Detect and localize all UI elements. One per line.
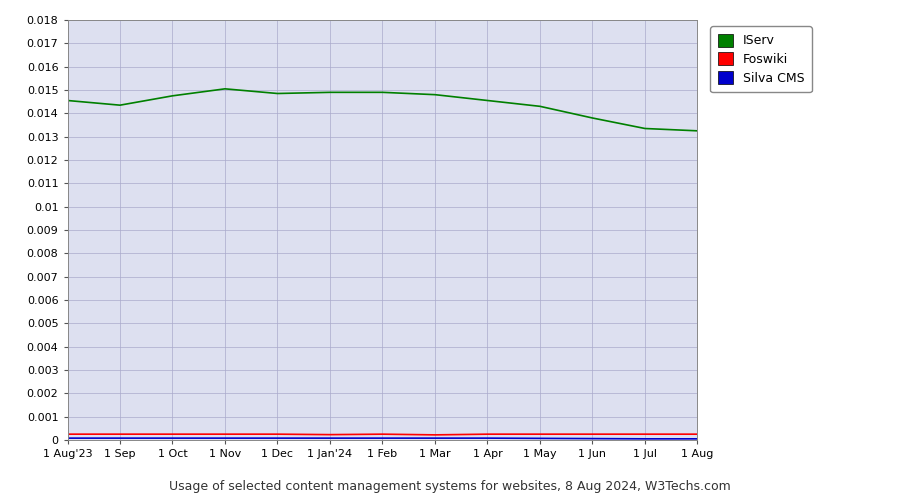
Silva CMS: [535, 436, 545, 442]
Silva CMS: [429, 435, 440, 441]
Legend: IServ, Foswiki, Silva CMS: IServ, Foswiki, Silva CMS: [710, 26, 812, 92]
IServ: [535, 104, 545, 110]
Foswiki: [692, 431, 703, 437]
IServ: [114, 102, 125, 108]
Foswiki: [325, 432, 336, 438]
Foswiki: [167, 431, 178, 437]
IServ: [377, 90, 388, 96]
Foswiki: [272, 431, 283, 437]
Foswiki: [535, 431, 545, 437]
Text: Usage of selected content management systems for websites, 8 Aug 2024, W3Techs.c: Usage of selected content management sys…: [169, 480, 731, 493]
Foswiki: [377, 431, 388, 437]
IServ: [587, 115, 598, 121]
Line: IServ: IServ: [68, 89, 698, 131]
Silva CMS: [62, 435, 73, 441]
IServ: [272, 90, 283, 96]
Foswiki: [114, 431, 125, 437]
IServ: [482, 98, 493, 103]
Silva CMS: [114, 435, 125, 441]
Silva CMS: [325, 435, 336, 441]
IServ: [220, 86, 230, 92]
IServ: [429, 92, 440, 98]
IServ: [167, 93, 178, 99]
Silva CMS: [220, 435, 230, 441]
Foswiki: [62, 431, 73, 437]
Silva CMS: [377, 435, 388, 441]
Foswiki: [429, 432, 440, 438]
Foswiki: [640, 431, 651, 437]
IServ: [640, 126, 651, 132]
Silva CMS: [692, 436, 703, 442]
Silva CMS: [272, 435, 283, 441]
Foswiki: [587, 431, 598, 437]
IServ: [325, 90, 336, 96]
Silva CMS: [640, 436, 651, 442]
Silva CMS: [167, 435, 178, 441]
Silva CMS: [482, 435, 493, 441]
IServ: [62, 98, 73, 103]
Line: Foswiki: Foswiki: [68, 434, 698, 435]
IServ: [692, 128, 703, 134]
Foswiki: [220, 431, 230, 437]
Foswiki: [482, 431, 493, 437]
Line: Silva CMS: Silva CMS: [68, 438, 698, 439]
Silva CMS: [587, 436, 598, 442]
